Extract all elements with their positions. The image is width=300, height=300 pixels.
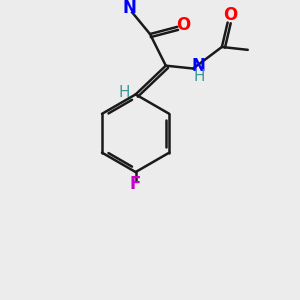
Text: O: O xyxy=(176,16,191,34)
Text: H: H xyxy=(119,85,130,100)
Text: F: F xyxy=(130,175,141,193)
Text: O: O xyxy=(223,6,237,24)
Text: N: N xyxy=(122,0,136,17)
Text: N: N xyxy=(192,57,206,75)
Text: H: H xyxy=(193,69,205,84)
